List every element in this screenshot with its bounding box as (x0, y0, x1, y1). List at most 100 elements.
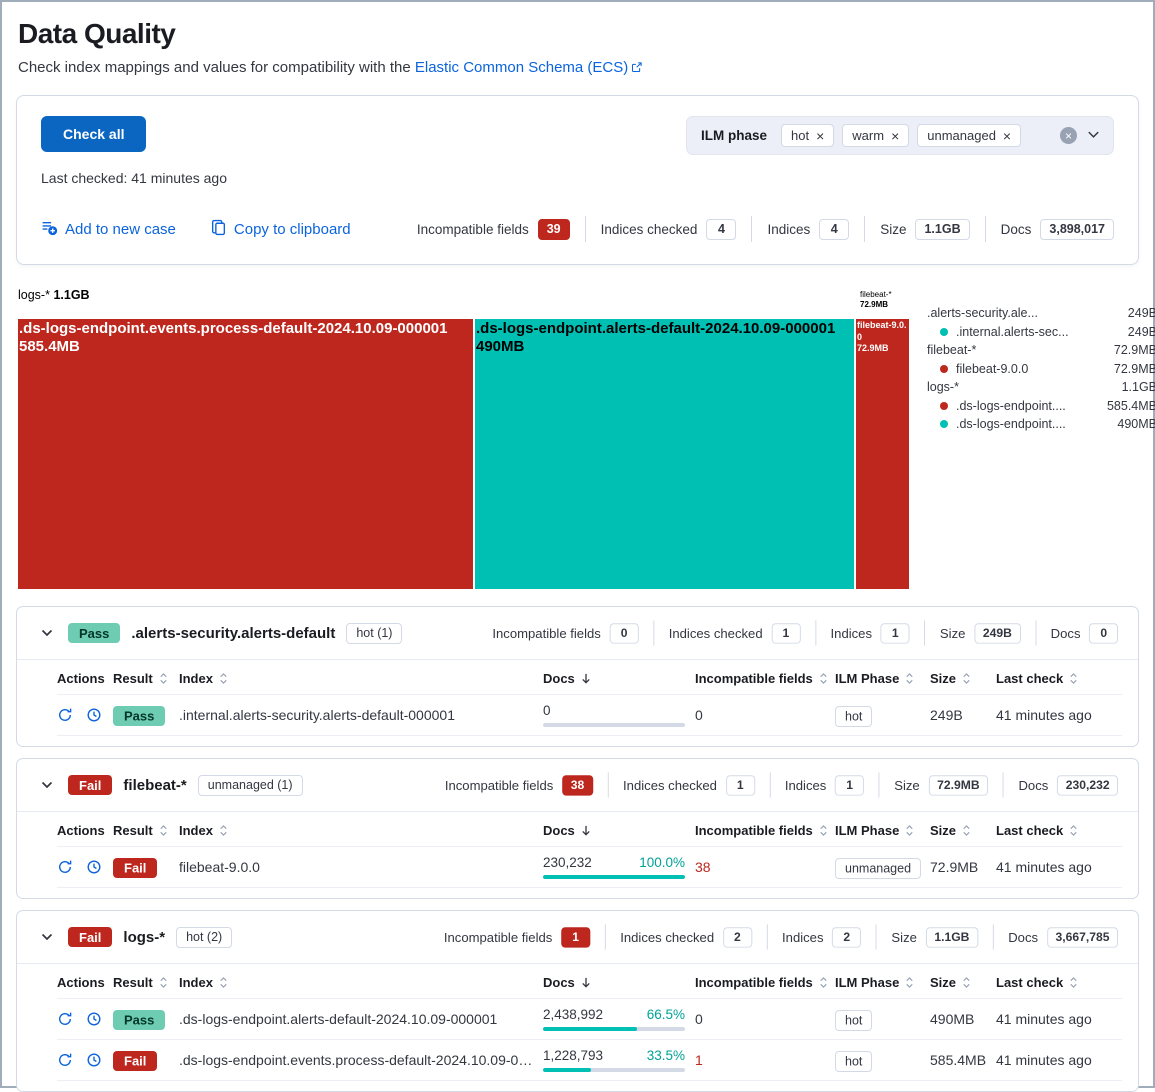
legend-item[interactable]: .ds-logs-endpoint.... 490MB (927, 415, 1155, 434)
legend-item[interactable]: .ds-logs-endpoint.... 585.4MB (927, 397, 1155, 416)
legend-item[interactable]: .internal.alerts-sec... 249B (927, 323, 1155, 342)
row-ilm-badge: hot (835, 1050, 873, 1072)
col-last-check[interactable]: Last check (996, 975, 1122, 990)
col-result[interactable]: Result (113, 975, 179, 990)
remove-warm-icon[interactable]: × (891, 127, 900, 144)
recheck-index-button[interactable] (57, 859, 73, 875)
docs-percent: 33.5% (646, 1048, 685, 1063)
index-size: 249B (930, 707, 963, 723)
col-result[interactable]: Result (113, 823, 179, 838)
col-last-check[interactable]: Last check (996, 823, 1122, 838)
check-history-icon[interactable] (86, 707, 102, 723)
check-history-icon[interactable] (86, 1011, 102, 1027)
sort-icon (904, 824, 915, 837)
panel-header: Fail filebeat-* unmanaged (1) Incompatib… (17, 759, 1138, 811)
legend-item[interactable]: filebeat-* 72.9MB (927, 343, 1155, 358)
check-all-button[interactable]: Check all (41, 116, 147, 152)
add-case-icon (41, 219, 58, 240)
ilm-pill-warm[interactable]: warm × (842, 124, 910, 147)
stat-incompatible-fields: Incompatible fields 39 (417, 218, 570, 240)
sort-icon (218, 976, 229, 989)
ilm-phase-badge: unmanaged (1) (197, 774, 303, 796)
sort-icon (158, 976, 169, 989)
sort-icon (818, 976, 829, 989)
sort-icon (1068, 824, 1079, 837)
summary-stats: Incompatible fields 39 Indices checked 4 I… (417, 216, 1114, 242)
col-incompatible-fields[interactable]: Incompatible fields (695, 671, 835, 686)
col-ilm-phase[interactable]: ILM Phase (835, 671, 930, 686)
treemap-group-label-filebeat: filebeat-* 72.9MB (860, 290, 892, 309)
ilm-phase-badge: hot (2) (176, 926, 233, 948)
col-actions: Actions (57, 975, 105, 990)
ilm-pill-unmanaged[interactable]: unmanaged × (917, 124, 1022, 147)
treemap-cell-filebeat[interactable]: filebeat-9.0.0 72.9MB (856, 319, 909, 589)
recheck-index-button[interactable] (57, 707, 73, 723)
remove-hot-icon[interactable]: × (816, 127, 825, 144)
col-incompatible-fields[interactable]: Incompatible fields (695, 823, 835, 838)
collapse-chevron-icon[interactable] (39, 625, 55, 641)
page-title: Data Quality (18, 18, 176, 49)
last-checked-text: Last checked: 41 minutes ago (41, 170, 228, 186)
col-index[interactable]: Index (179, 975, 543, 990)
panels-container: Pass .alerts-security.alerts-default hot… (2, 606, 1153, 1092)
summary-card: Check all ILM phase hot × warm × unmanaged… (16, 95, 1139, 265)
panel-stats: Incompatible fields 0 Indices checked 1 Indi… (492, 620, 1118, 646)
recheck-index-button[interactable] (57, 1011, 73, 1027)
col-size[interactable]: Size (930, 975, 996, 990)
divider (875, 924, 877, 950)
ilm-pill-hot[interactable]: hot × (781, 124, 835, 147)
last-check-time: 41 minutes ago (996, 859, 1092, 875)
remove-unmanaged-icon[interactable]: × (1002, 127, 1012, 144)
stat-size: Size 249B (940, 622, 1021, 644)
incompatible-count: 0 (695, 1011, 703, 1027)
chevron-down-icon[interactable] (1086, 127, 1101, 145)
col-ilm-phase[interactable]: ILM Phase (835, 823, 930, 838)
ecs-link[interactable]: Elastic Common Schema (ECS) (415, 59, 643, 76)
col-docs[interactable]: Docs (543, 671, 695, 686)
check-history-icon[interactable] (86, 1052, 102, 1068)
col-index[interactable]: Index (179, 823, 543, 838)
stat-badge: 0 (1088, 622, 1118, 644)
stat-indices: Indices 2 (782, 926, 862, 948)
collapse-chevron-icon[interactable] (39, 777, 55, 793)
sort-icon (1068, 672, 1079, 685)
treemap-cell-logs-alerts[interactable]: .ds-logs-endpoint.alerts-default-2024.10… (475, 319, 854, 589)
sort-icon (961, 976, 972, 989)
col-result[interactable]: Result (113, 671, 179, 686)
legend-item[interactable]: logs-* 1.1GB (927, 380, 1155, 395)
col-docs[interactable]: Docs (543, 823, 695, 838)
stat-indices-checked: Indices checked 1 (668, 622, 801, 644)
clear-filter-button[interactable]: × (1060, 127, 1077, 144)
stat-badge: 0 (609, 622, 639, 644)
external-link-icon (631, 60, 643, 77)
col-size[interactable]: Size (930, 823, 996, 838)
col-index[interactable]: Index (179, 671, 543, 686)
ilm-phase-filter[interactable]: ILM phase hot × warm × unmanaged × × (686, 116, 1114, 155)
col-ilm-phase[interactable]: ILM Phase (835, 975, 930, 990)
table-header-row: Actions Result Index Docs Incompatible f… (57, 814, 1122, 846)
docs-progress-bar (543, 1027, 685, 1031)
subtitle-text: Check index mappings and values for comp… (18, 59, 415, 76)
docs-cell: 1,228,793 33.5% (543, 1048, 695, 1072)
sort-icon (818, 672, 829, 685)
ilm-phase-label: ILM phase (701, 128, 768, 143)
collapse-chevron-icon[interactable] (39, 929, 55, 945)
col-size[interactable]: Size (930, 671, 996, 686)
copy-to-clipboard-button[interactable]: Copy to clipboard (210, 219, 351, 240)
recheck-index-button[interactable] (57, 1052, 73, 1068)
stat-badge: 72.9MB (928, 774, 989, 796)
check-history-icon[interactable] (86, 859, 102, 875)
legend-item[interactable]: filebeat-9.0.0 72.9MB (927, 360, 1155, 379)
sort-icon (218, 672, 229, 685)
sort-icon (961, 824, 972, 837)
add-to-new-case-button[interactable]: Add to new case (41, 219, 176, 240)
divider (992, 924, 994, 950)
treemap-cell-logs-events-process[interactable]: .ds-logs-endpoint.events.process-default… (18, 319, 473, 589)
storage-treemap: logs-* 1.1GB filebeat-* 72.9MB .ds-logs-e… (18, 286, 1155, 589)
col-docs[interactable]: Docs (543, 975, 695, 990)
incompatible-count: 0 (695, 707, 703, 723)
docs-cell: 0 (543, 703, 695, 727)
col-incompatible-fields[interactable]: Incompatible fields (695, 975, 835, 990)
col-last-check[interactable]: Last check (996, 671, 1122, 686)
legend-item[interactable]: .alerts-security.ale... 249B (927, 306, 1155, 321)
